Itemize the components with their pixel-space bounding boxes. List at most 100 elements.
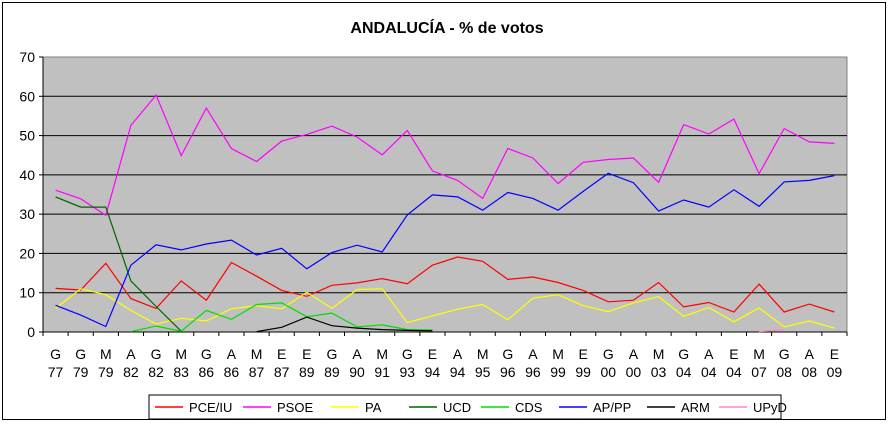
x-tick-label-letter: E [729, 346, 738, 362]
line-chart: ANDALUCÍA - % de votos 010203040506070G7… [19, 18, 848, 420]
x-tick-label-letter: G [779, 346, 790, 362]
x-tick-label-letter: A [352, 346, 362, 362]
x-tick-label-letter: E [428, 346, 437, 362]
x-tick-label-year: 04 [726, 364, 742, 380]
legend-item-pce-iu: PCE/IU [155, 400, 232, 415]
x-tick-label-letter: M [100, 346, 112, 362]
x-tick-label-letter: M [376, 346, 388, 362]
x-tick-label-year: 08 [776, 364, 792, 380]
series-line-upyd [759, 329, 785, 333]
series-line-cds [130, 302, 433, 333]
y-tick-label: 0 [27, 324, 35, 340]
legend-label: UPyD [753, 400, 787, 415]
x-tick-label-letter: A [528, 346, 538, 362]
y-tick-label: 20 [19, 245, 35, 261]
x-tick-label-year: 82 [148, 364, 164, 380]
x-tick-label-letter: M [552, 346, 564, 362]
x-tick-label-year: 99 [550, 364, 566, 380]
series-pa [55, 288, 835, 329]
y-tick-label: 50 [19, 128, 35, 144]
legend-label: CDS [515, 400, 543, 415]
x-tick-label-year: 03 [651, 364, 667, 380]
series-upyd [759, 329, 785, 333]
chart-frame: ANDALUCÍA - % de votos 0 10 20 30 40 50 60 70 G 7… [2, 2, 886, 420]
legend-item-ucd: UCD [409, 400, 471, 415]
series-psoe [55, 93, 835, 217]
series-ucd [55, 196, 182, 332]
axes: 0 10 20 30 40 50 60 70 G 77 G 79 M 79 A 82 G 82 M 83 G 86 A 86 M… [19, 49, 848, 380]
legend-item-arm: ARM [647, 400, 710, 415]
x-tick-label-year: 09 [827, 364, 843, 380]
x-tick-label-year: 94 [450, 364, 466, 380]
x-tick-label-letter: E [579, 346, 588, 362]
series-cds [130, 302, 433, 333]
legend-label: UCD [443, 400, 471, 415]
x-tick-label-letter: M [477, 346, 489, 362]
x-tick-label-letter: G [502, 346, 513, 362]
series-line-psoe [55, 93, 835, 217]
series-pce-iu [55, 256, 835, 313]
x-tick-label-year: 79 [73, 364, 89, 380]
series-line-arm [256, 316, 433, 333]
x-tick-label-letter: E [830, 346, 839, 362]
x-tick-label-year: 91 [374, 364, 390, 380]
x-tick-label-letter: A [629, 346, 639, 362]
y-tick-label: 30 [19, 206, 35, 222]
x-tick-label-letter: M [175, 346, 187, 362]
series-line-ap-pp [55, 172, 835, 328]
series-line-pce-iu [55, 256, 835, 313]
x-tick-label-year: 79 [98, 364, 114, 380]
x-tick-label-year: 96 [500, 364, 516, 380]
x-tick-label-letter: G [50, 346, 61, 362]
legend-item-upyd: UPyD [719, 400, 787, 415]
x-tick-label-letter: E [277, 346, 286, 362]
y-tick-label: 60 [19, 88, 35, 104]
x-tick-label-year: 04 [701, 364, 717, 380]
x-tick-label-year: 87 [249, 364, 265, 380]
x-tick-label-year: 82 [123, 364, 139, 380]
x-tick-label-letter: A [126, 346, 136, 362]
x-tick-label-letter: M [653, 346, 665, 362]
x-tick-label-year: 83 [173, 364, 189, 380]
x-tick-label-year: 87 [274, 364, 290, 380]
x-tick-label-year: 93 [400, 364, 416, 380]
chart-title: ANDALUCÍA - % de votos [350, 18, 543, 37]
x-tick-label-letter: G [201, 346, 212, 362]
x-tick-label-year: 90 [349, 364, 365, 380]
x-tick-label-year: 89 [299, 364, 315, 380]
x-tick-label-year: 77 [48, 364, 64, 380]
x-tick-label-year: 86 [224, 364, 240, 380]
legend-label: PSOE [277, 400, 313, 415]
legend: PCE/IU PSOE PA UCD CDS AP/PP ARM UPyD [148, 394, 787, 420]
series-ap-pp [55, 172, 835, 328]
legend-item-cds: CDS [481, 400, 543, 415]
x-tick-label-year: 99 [575, 364, 591, 380]
x-tick-label-letter: A [805, 346, 815, 362]
x-tick-label-letter: M [753, 346, 765, 362]
series-arm [256, 316, 433, 333]
legend-label: AP/PP [593, 400, 631, 415]
x-tick-label-letter: G [603, 346, 614, 362]
x-tick-label-letter: A [453, 346, 463, 362]
x-tick-label-letter: M [251, 346, 263, 362]
x-tick-label-year: 07 [751, 364, 767, 380]
x-tick-label-letter: G [678, 346, 689, 362]
y-tick-label: 70 [19, 49, 35, 65]
series-line-ucd [55, 196, 182, 332]
legend-label: PCE/IU [189, 400, 232, 415]
x-tick-label-year: 95 [475, 364, 491, 380]
x-tick-label-year: 96 [525, 364, 541, 380]
x-tick-label-letter: G [326, 346, 337, 362]
series-lines [55, 93, 835, 333]
x-tick-label-letter: A [227, 346, 237, 362]
x-tick-label-year: 00 [601, 364, 617, 380]
x-tick-label-year: 00 [626, 364, 642, 380]
y-tick-label: 40 [19, 167, 35, 183]
x-tick-label-letter: G [151, 346, 162, 362]
x-tick-label-letter: G [75, 346, 86, 362]
x-tick-label-letter: A [704, 346, 714, 362]
x-tick-label-year: 94 [425, 364, 441, 380]
legend-item-psoe: PSOE [243, 400, 313, 415]
x-tick-label-letter: G [402, 346, 413, 362]
x-tick-label-year: 04 [676, 364, 692, 380]
